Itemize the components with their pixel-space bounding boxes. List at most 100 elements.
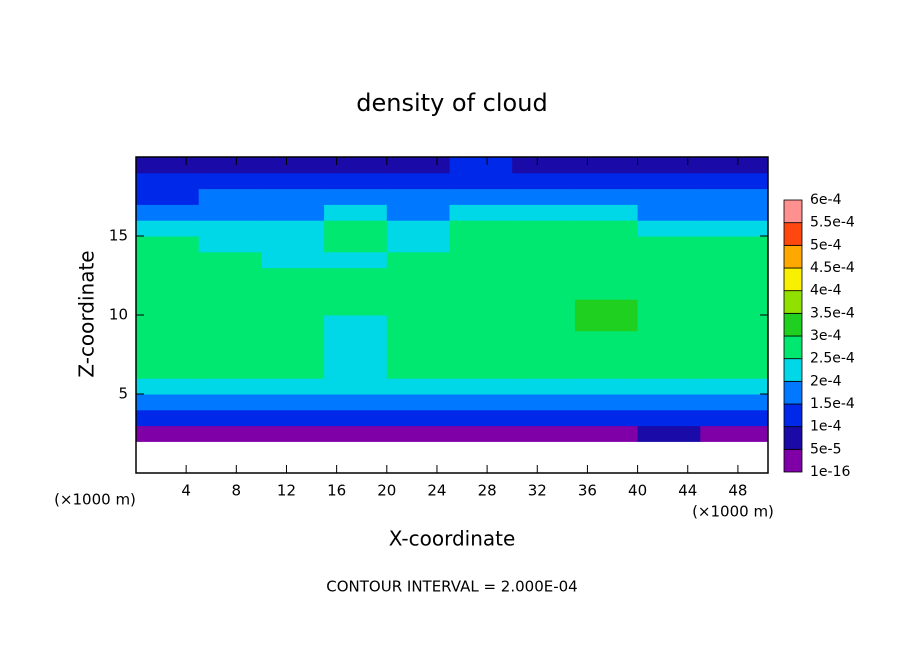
- field-cell: [198, 394, 262, 411]
- field-cell: [324, 188, 388, 205]
- field-cell: [700, 204, 769, 221]
- field-cell: [700, 299, 769, 316]
- field-cell: [324, 267, 388, 284]
- field-cell: [324, 204, 388, 221]
- field-cell: [198, 204, 262, 221]
- field-cell: [198, 172, 262, 190]
- field-cell: [324, 299, 388, 316]
- field-cell: [198, 425, 262, 442]
- field-cell: [449, 346, 513, 363]
- field-cell: [386, 236, 450, 253]
- field-cell: [449, 204, 513, 221]
- field-cell: [512, 315, 576, 332]
- field-cell: [700, 267, 769, 284]
- field-cell: [261, 267, 325, 284]
- field-cell: [512, 346, 576, 363]
- field-cell: [324, 220, 388, 237]
- field-cell: [324, 394, 388, 411]
- colorbar-box: [783, 312, 803, 337]
- field-cell: [324, 425, 388, 442]
- field-cell: [512, 378, 576, 395]
- field-cell: [512, 220, 576, 237]
- x-tick-label: 36: [578, 482, 597, 500]
- field-cell: [574, 409, 639, 427]
- y-tick-label: 15: [109, 227, 128, 245]
- field-cell: [700, 362, 769, 379]
- field-cell: [637, 267, 701, 284]
- y-tick-label: 5: [118, 385, 128, 403]
- field-cell: [386, 394, 450, 411]
- colorbar-label: 6e-4: [810, 192, 842, 208]
- field-cell: [261, 220, 325, 237]
- field-cell: [136, 299, 200, 316]
- field-cell: [261, 236, 325, 253]
- field-cell: [386, 299, 450, 316]
- y-tick-label: 10: [109, 306, 128, 324]
- field-cell: [637, 378, 701, 395]
- field-cell: [574, 378, 639, 395]
- x-tick-label: 12: [277, 482, 296, 500]
- field-cell: [512, 188, 576, 205]
- field-cell: [700, 346, 769, 363]
- field-cell: [449, 188, 513, 205]
- field-cell: [324, 409, 388, 427]
- field-cell: [637, 251, 701, 269]
- field-cell: [261, 378, 325, 395]
- field-cell: [386, 362, 450, 379]
- field-cell: [261, 299, 325, 316]
- colorbar-label: 5.5e-4: [810, 215, 855, 231]
- field-cell: [574, 204, 639, 221]
- field-cell: [700, 236, 769, 253]
- field-cell: [136, 346, 200, 363]
- colorbar-label: 1.5e-4: [810, 396, 855, 412]
- field-cell: [574, 315, 639, 332]
- field-cell: [700, 220, 769, 237]
- field-cell: [574, 251, 639, 269]
- field-cell: [574, 346, 639, 363]
- field-cell: [324, 157, 388, 174]
- field-cell: [136, 315, 200, 332]
- field-cell: [198, 409, 262, 427]
- x-tick-label: 32: [528, 482, 547, 500]
- x-tick-label: 44: [678, 482, 697, 500]
- field-cell: [136, 330, 200, 348]
- field-cell: [574, 267, 639, 284]
- field-cell: [198, 378, 262, 395]
- y-unit-label: (×1000 m): [54, 491, 136, 509]
- colorbar-label: 1e-16: [810, 464, 850, 480]
- colorbar-label: 1e-4: [810, 419, 842, 435]
- field-cell: [136, 283, 200, 300]
- field-cell: [324, 251, 388, 269]
- field-cell: [386, 425, 450, 442]
- field-cell: [512, 283, 576, 300]
- field-cell: [136, 394, 200, 411]
- x-tick-label: 20: [377, 482, 396, 500]
- field-cell: [136, 378, 200, 395]
- field-cell: [512, 236, 576, 253]
- field-cell: [386, 330, 450, 348]
- colorbar-box: [783, 448, 803, 473]
- field-cell: [574, 236, 639, 253]
- field-cell: [449, 330, 513, 348]
- field-cell: [449, 299, 513, 316]
- field-cell: [700, 378, 769, 395]
- field-cell: [637, 346, 701, 363]
- field-cell: [324, 378, 388, 395]
- field-cell: [386, 315, 450, 332]
- field-cell: [574, 188, 639, 205]
- field-cell: [512, 204, 576, 221]
- field-cell: [449, 283, 513, 300]
- field-cell: [386, 251, 450, 269]
- field-cell: [449, 251, 513, 269]
- field-cell: [637, 220, 701, 237]
- x-axis-label: X-coordinate: [389, 527, 516, 551]
- field-cell: [700, 188, 769, 205]
- colorbar-box: [783, 403, 803, 428]
- field-cell: [386, 409, 450, 427]
- field-cell: [136, 251, 200, 269]
- field-cell: [136, 220, 200, 237]
- field-cell: [637, 409, 701, 427]
- field-cell: [637, 204, 701, 221]
- field-cell: [449, 236, 513, 253]
